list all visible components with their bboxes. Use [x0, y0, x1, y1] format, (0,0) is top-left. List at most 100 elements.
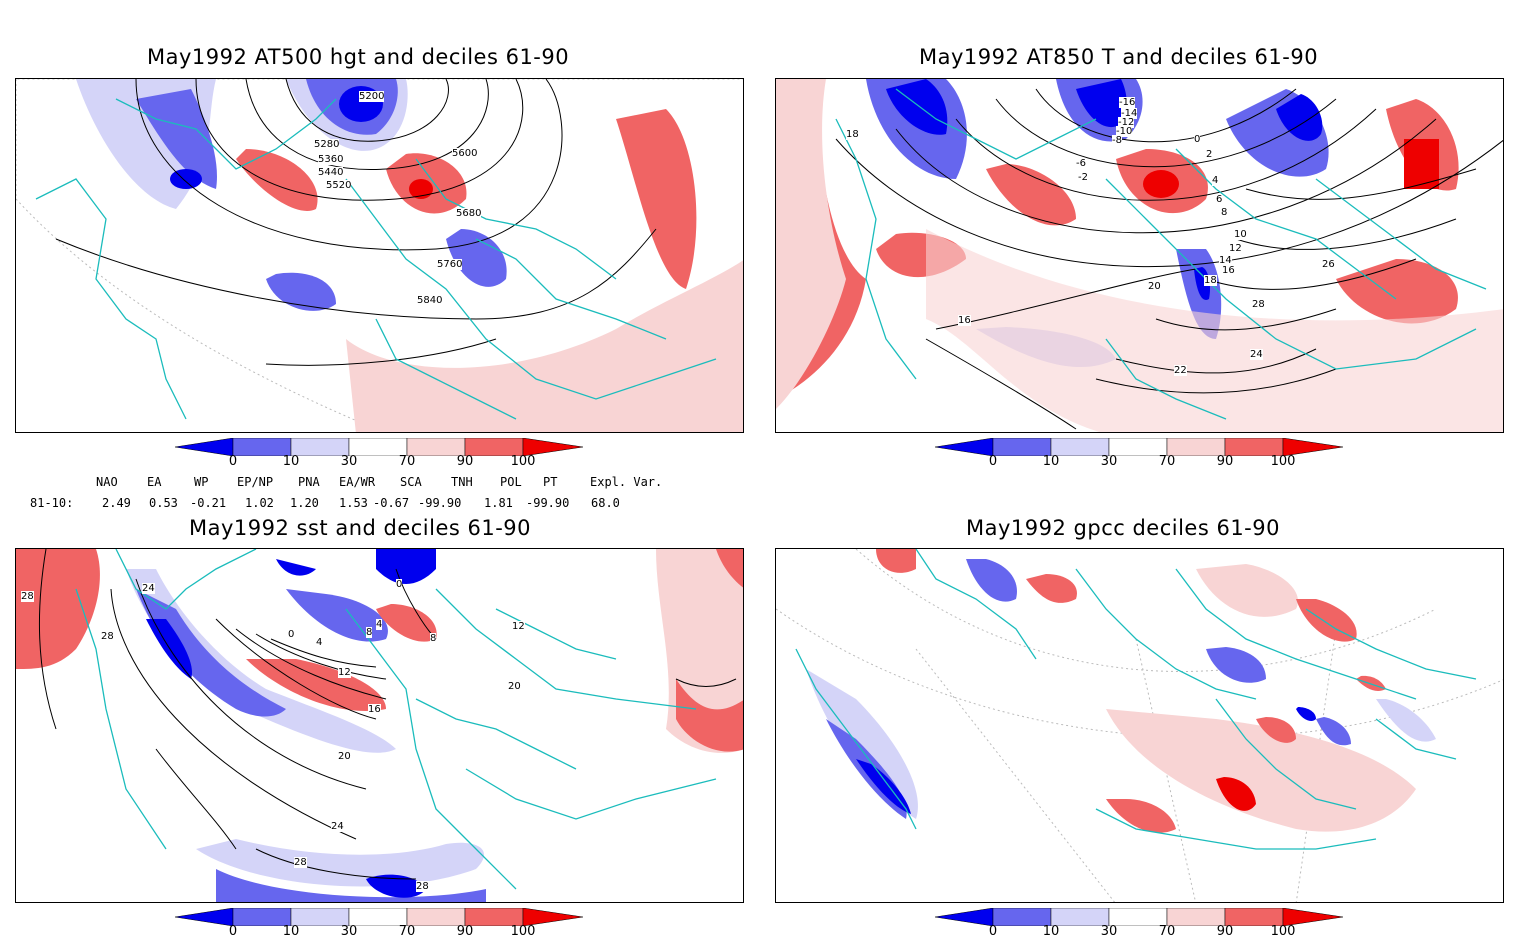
index-header: WP	[194, 475, 209, 489]
index-value: -99.90	[418, 496, 462, 510]
map-gpcc-graphics	[776, 549, 1503, 902]
colorbar-panel-2: 0 10 30 70 90 100	[934, 437, 1345, 478]
colorbar-svg	[174, 907, 584, 927]
contour-label: 5680	[456, 208, 482, 219]
contour-label: 5360	[318, 154, 344, 165]
colorbar-panel-3: 0 10 30 70 90 100	[174, 907, 585, 948]
contour-label: 12	[1229, 243, 1242, 254]
contour-label: -14	[1121, 108, 1138, 119]
contour-label: -16	[1119, 97, 1136, 108]
contour-label: 28	[101, 631, 114, 642]
contour-label: 5280	[314, 139, 340, 150]
index-value: 1.02	[245, 496, 274, 510]
contour-label: 5760	[437, 259, 463, 270]
contour-label: 5520	[326, 180, 352, 191]
colorbar-label: 100	[1270, 454, 1296, 469]
contour-label: 18	[846, 129, 859, 140]
colorbar-label: 90	[1216, 924, 1234, 939]
colorbar-label: 30	[340, 454, 358, 469]
contour-label: 2	[1206, 149, 1213, 160]
index-value: 0.53	[149, 496, 178, 510]
index-value: 1.20	[290, 496, 319, 510]
teleconnection-indices: NAO EA WP EP/NP PNA EA/WR SCA TNH POL PT…	[0, 475, 760, 515]
index-header: PT	[543, 475, 558, 489]
colorbar-label: 10	[1042, 924, 1060, 939]
colorbar-label: 70	[1158, 924, 1176, 939]
colorbar-svg	[934, 437, 1344, 457]
colorbar-label: 90	[1216, 454, 1234, 469]
map-sst: 28 28 24 20 16 12 8 4 0 0 4 8 12 20 24 2…	[15, 548, 744, 903]
contour-label: 16	[958, 315, 971, 326]
index-row-label: 81-10:	[30, 496, 74, 510]
contour-label: -2	[1078, 172, 1088, 183]
contour-label: 0	[396, 579, 403, 590]
index-header: POL	[500, 475, 522, 489]
contour-label: -6	[1076, 158, 1086, 169]
contour-label: 28	[416, 881, 429, 892]
index-header: SCA	[400, 475, 422, 489]
contour-label: -12	[1118, 117, 1135, 128]
contour-label: 24	[1250, 349, 1263, 360]
contour-label: 24	[331, 821, 344, 832]
colorbar-svg	[934, 907, 1344, 927]
panel-4-title: May1992 gpcc deciles 61-90	[966, 516, 1280, 540]
contour-label: 5600	[452, 148, 478, 159]
contour-label: 4	[1212, 175, 1219, 186]
colorbar-label: 0	[988, 454, 998, 469]
contour-label: 24	[142, 583, 155, 594]
colorbar-label: 100	[510, 454, 536, 469]
colorbar-label: 100	[1270, 924, 1296, 939]
index-header: PNA	[298, 475, 320, 489]
colorbar-label: 0	[988, 924, 998, 939]
panel-1-title: May1992 AT500 hgt and deciles 61-90	[147, 45, 570, 69]
index-value: 2.49	[102, 496, 131, 510]
colorbar-label: 0	[228, 924, 238, 939]
contour-label: 20	[1148, 281, 1161, 292]
contour-label: 12	[512, 621, 525, 632]
colorbar-label: 10	[1042, 454, 1060, 469]
colorbar-label: 30	[1100, 454, 1118, 469]
colorbar-label: 30	[1100, 924, 1118, 939]
contour-label: 6	[1216, 194, 1223, 205]
index-value: 1.81	[484, 496, 513, 510]
index-value: -99.90	[526, 496, 570, 510]
index-value: -0.67	[373, 496, 410, 510]
contour-label: 10	[1234, 229, 1247, 240]
map-at500-hgt: 5200 5280 5360 5440 5520 5600 5680 5760 …	[15, 78, 744, 433]
contour-label: 8	[430, 633, 437, 644]
index-header: EA	[147, 475, 162, 489]
index-value: 68.0	[591, 496, 620, 510]
index-header: EA/WR	[339, 475, 376, 489]
contour-label: 5840	[417, 295, 443, 306]
map-sst-graphics	[16, 549, 743, 902]
colorbar-label: 70	[398, 454, 416, 469]
colorbar-label: 70	[1158, 454, 1176, 469]
colorbar-label: 90	[456, 924, 474, 939]
contour-label: 12	[338, 667, 351, 678]
colorbar-svg	[174, 437, 584, 457]
contour-label: 28	[21, 591, 34, 602]
contour-label: 5440	[318, 167, 344, 178]
colorbar-label: 90	[456, 454, 474, 469]
map-at500-graphics	[16, 79, 743, 432]
contour-label: 14	[1219, 255, 1232, 266]
index-header: NAO	[96, 475, 118, 489]
contour-label: 20	[508, 681, 521, 692]
index-header: Expl. Var.	[590, 475, 663, 489]
contour-label: 28	[294, 857, 307, 868]
colorbar-label: 30	[340, 924, 358, 939]
colorbar-label: 10	[282, 454, 300, 469]
contour-label: 18	[1204, 275, 1217, 286]
colorbar-panel-1: 0 10 30 70 90 100	[174, 437, 585, 478]
contour-label: -10	[1116, 126, 1133, 137]
colorbar-panel-4: 0 10 30 70 90 100	[934, 907, 1345, 948]
colorbar-label: 10	[282, 924, 300, 939]
contour-label: 8	[1221, 207, 1228, 218]
contour-label: 0	[1194, 134, 1201, 145]
contour-label: 28	[1252, 299, 1265, 310]
contour-label: 20	[338, 751, 351, 762]
contour-label: 4	[316, 637, 323, 648]
map-gpcc	[775, 548, 1504, 903]
contour-label: 8	[366, 627, 373, 638]
index-value: -0.21	[190, 496, 227, 510]
